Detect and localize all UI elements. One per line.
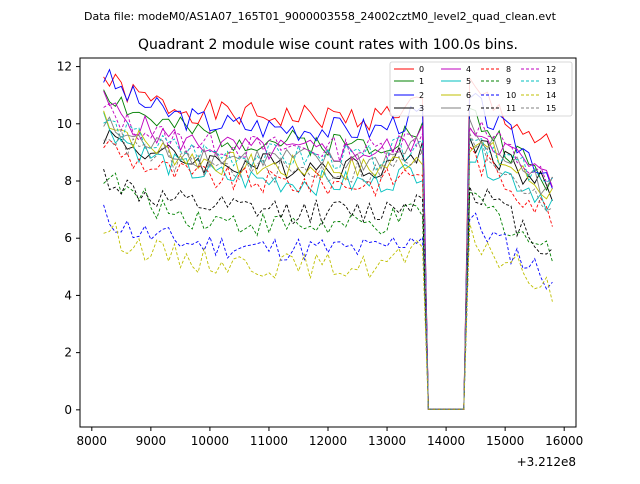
legend-box xyxy=(389,61,573,117)
legend-label-14: 14 xyxy=(546,91,556,100)
legend-label-1: 1 xyxy=(419,77,424,86)
legend-label-15: 15 xyxy=(546,104,556,113)
x-axis-ticks: 8000 9000 10000 11000 12000 13000 14000 15000 16… xyxy=(77,427,583,448)
series-line-14 xyxy=(103,221,553,410)
y-tick-label: 8 xyxy=(64,174,72,188)
legend-label-4: 4 xyxy=(466,65,471,74)
series-line-1 xyxy=(103,89,553,410)
y-tick-label: 0 xyxy=(64,403,72,417)
legend-label-6: 6 xyxy=(466,91,471,100)
series-line-13 xyxy=(103,119,553,410)
x-axis-offset-label: +3.212e8 xyxy=(517,455,576,469)
y-tick-label: 6 xyxy=(64,231,72,245)
legend-label-12: 12 xyxy=(546,65,556,74)
series-line-15 xyxy=(103,128,553,410)
series-line-12 xyxy=(103,102,553,410)
legend-label-3: 3 xyxy=(419,104,424,113)
figure-suptitle: Data file: modeM0/AS1A07_165T01_90000035… xyxy=(84,10,557,23)
y-tick-label: 12 xyxy=(57,60,72,74)
legend-label-5: 5 xyxy=(466,77,471,86)
x-tick-label: 16000 xyxy=(545,434,583,448)
legend-label-2: 2 xyxy=(419,91,424,100)
legend-label-10: 10 xyxy=(506,91,516,100)
legend-label-7: 7 xyxy=(466,104,471,113)
series-line-9 xyxy=(103,172,553,410)
x-tick-label: 8000 xyxy=(77,434,108,448)
series-line-8 xyxy=(103,139,553,410)
legend-label-0: 0 xyxy=(419,65,424,74)
x-tick-label: 13000 xyxy=(368,434,406,448)
series-line-2 xyxy=(103,68,553,410)
x-tick-label: 11000 xyxy=(250,434,288,448)
series-line-5 xyxy=(103,112,553,410)
series-line-3 xyxy=(103,129,553,410)
y-tick-label: 2 xyxy=(64,346,72,360)
x-tick-label: 9000 xyxy=(136,434,167,448)
x-tick-label: 14000 xyxy=(427,434,465,448)
legend-label-11: 11 xyxy=(506,104,516,113)
legend-label-9: 9 xyxy=(506,77,511,86)
x-tick-label: 12000 xyxy=(309,434,347,448)
plot-lines xyxy=(103,68,553,410)
legend-label-8: 8 xyxy=(506,65,511,74)
y-tick-label: 10 xyxy=(57,117,72,131)
y-tick-label: 4 xyxy=(64,288,72,302)
series-line-11 xyxy=(103,168,553,410)
y-axis-ticks: 0 2 4 6 8 10 12 xyxy=(57,60,80,417)
chart-title: Quadrant 2 module wise count rates with … xyxy=(138,37,518,53)
series-line-10 xyxy=(103,204,553,410)
legend-label-13: 13 xyxy=(546,77,556,86)
series-line-0 xyxy=(103,73,553,410)
x-tick-label: 10000 xyxy=(191,434,229,448)
series-line-4 xyxy=(103,90,553,410)
x-tick-label: 15000 xyxy=(486,434,524,448)
